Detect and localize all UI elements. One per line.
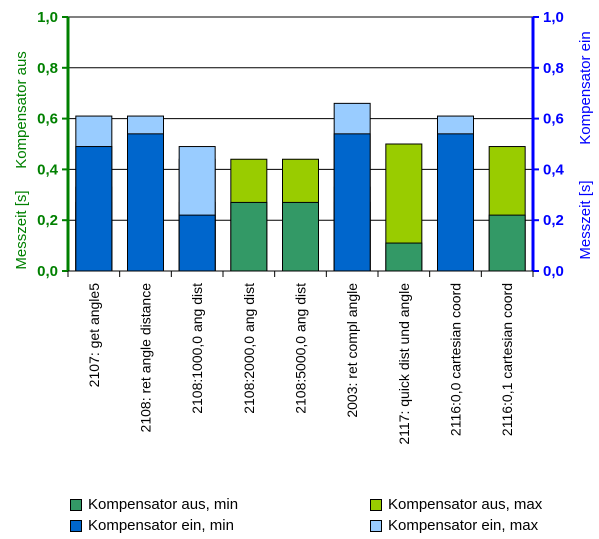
legend-label: Kompensator ein, max bbox=[388, 517, 539, 534]
category-label: 2107: get angle5 bbox=[86, 283, 102, 388]
right-tick-label: 0,8 bbox=[543, 60, 564, 77]
right-tick-label: 1,0 bbox=[543, 9, 564, 26]
left-tick-label: 0,6 bbox=[37, 111, 58, 128]
category-label: 2108:5000,0 ang dist bbox=[293, 283, 309, 414]
bar-ein-min bbox=[178, 214, 216, 272]
bar-aus-min bbox=[385, 242, 423, 272]
category-label: 2116:0,0 cartesian coord bbox=[448, 283, 464, 436]
category-labels: 2107: get angle5 2108: ret angle distance… bbox=[86, 283, 515, 445]
legend-item-aus-min: Kompensator aus, min bbox=[70, 496, 238, 513]
legend-item-aus-max: Kompensator aus, max bbox=[370, 496, 542, 513]
bar-ein-min bbox=[437, 133, 474, 272]
legend-swatch-ein-min bbox=[70, 519, 82, 532]
right-axis-title-top: Kompensator ein bbox=[577, 31, 594, 144]
bars bbox=[75, 102, 526, 272]
right-tick-label: 0,4 bbox=[543, 161, 565, 178]
left-tick-label: 1,0 bbox=[37, 9, 58, 26]
legend-label: Kompensator aus, min bbox=[88, 496, 239, 513]
bar-ein-min bbox=[127, 133, 164, 272]
left-axis-title-top: Kompensator aus bbox=[13, 51, 30, 169]
category-label: 2116:0,1 cartesian coord bbox=[499, 283, 515, 436]
left-tick-label: 0,0 bbox=[37, 263, 58, 280]
bar-aus-min bbox=[282, 201, 319, 272]
legend-swatch-aus-max bbox=[370, 498, 382, 511]
right-axis-title-bottom: Messzeit [s] bbox=[577, 180, 594, 259]
bar-aus-min bbox=[230, 201, 268, 272]
category-label: 2003: ret compl angle bbox=[344, 283, 360, 418]
left-tick-label: 0,4 bbox=[37, 161, 59, 178]
right-tick-label: 0,2 bbox=[543, 212, 564, 229]
left-tick-label: 0,2 bbox=[37, 212, 58, 229]
left-axis-title-bottom: Messzeit [s] bbox=[13, 190, 30, 269]
category-label: 2108:2000,0 ang dist bbox=[241, 283, 257, 414]
bar-aus-min bbox=[488, 214, 526, 272]
category-label: 2108:1000,0 ang dist bbox=[189, 283, 205, 414]
chart: 0,0 0,2 0,4 0,6 0,8 1,0 0,0 0,2 0,4 0,6 0,8 1,0 210… bbox=[13, 9, 594, 445]
right-tick-label: 0,6 bbox=[543, 111, 564, 128]
bar-ein-min bbox=[75, 146, 113, 272]
legend-swatch-ein-max bbox=[370, 519, 382, 532]
legend-item-ein-max: Kompensator ein, max bbox=[370, 517, 538, 534]
left-tick-label: 0,8 bbox=[37, 60, 58, 77]
legend-swatch-aus-min bbox=[70, 498, 82, 511]
legend-item-ein-min: Kompensator ein, min bbox=[70, 517, 234, 534]
category-label: 2117: quick dist und angle bbox=[396, 283, 412, 445]
legend-label: Kompensator ein, min bbox=[88, 517, 234, 534]
category-label: 2108: ret angle distance bbox=[138, 283, 154, 433]
legend-label: Kompensator aus, max bbox=[388, 496, 543, 513]
ticks: 0,0 0,2 0,4 0,6 0,8 1,0 0,0 0,2 0,4 0,6 0,8 1,0 bbox=[37, 9, 564, 280]
legend: Kompensator aus, min Kompensator aus, ma… bbox=[60, 490, 590, 536]
right-tick-label: 0,0 bbox=[543, 263, 564, 280]
bar-ein-min bbox=[333, 133, 371, 272]
